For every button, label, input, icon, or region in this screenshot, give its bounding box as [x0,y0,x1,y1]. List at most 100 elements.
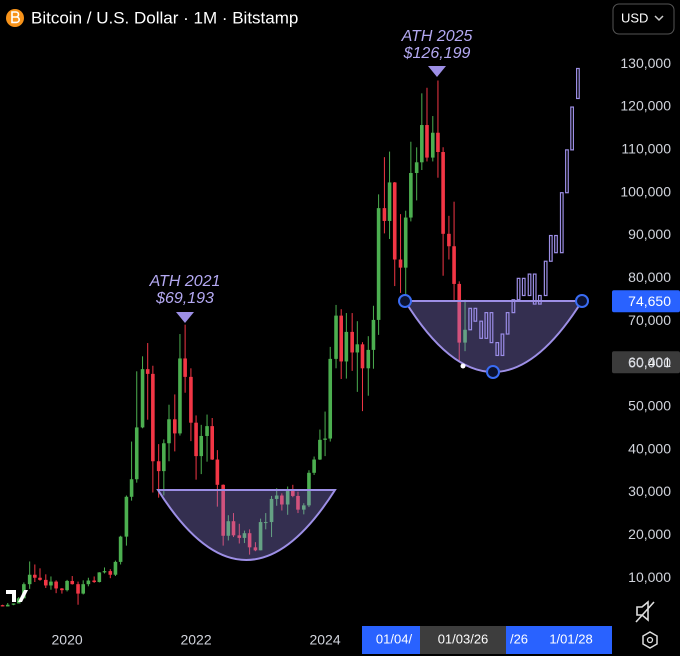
candle-body [382,208,387,221]
caret [654,15,664,22]
candles [0,67,580,607]
candle-body [269,498,274,523]
candle-body [425,125,429,158]
candle-body [5,604,10,607]
candle-body [366,349,371,369]
currency[interactable]: USD [621,10,648,25]
y-tick-label: 50,000 [628,398,671,414]
candle-body [11,603,16,605]
candle-body [360,344,365,369]
coin-icon [6,9,24,27]
candle-body [205,426,209,436]
annotation: $69,193 [155,290,214,307]
candle-body [398,259,403,268]
candle-body [237,535,242,538]
y-tick-label: 10,000 [628,569,671,585]
chart-title: Bitcoin / U.S. Dollar · 1M · Bitstamp [31,8,298,27]
candle-body [441,152,445,234]
candle-body [376,208,381,320]
projection-bar [548,234,553,262]
candle-body [97,572,102,583]
y-tick-label: 120,000 [620,98,671,114]
time-label: 01/03/26 [438,631,489,646]
projection-bar [505,312,510,335]
ath-marker [176,312,194,323]
projection-bar [473,307,478,322]
projection-bar [521,277,526,297]
candle-body [334,315,338,359]
candle-body [38,577,42,580]
candle-body [291,490,295,496]
y-tick-label: 70,000 [628,312,671,328]
projection-bar [537,294,542,305]
projection-bar [554,234,558,254]
candle-body [371,319,376,350]
projection-bar [495,342,500,357]
candle-body [328,358,333,439]
settings-icon[interactable] [642,631,658,649]
projection-bar [543,260,548,297]
candle-body [420,125,424,163]
candle-body [86,580,91,585]
candle-body [274,495,279,499]
y-tick-label: 30,000 [628,483,671,499]
time-label: 1/01/28 [549,631,592,646]
candle-body [221,484,225,536]
candle-body [92,580,96,583]
candle-body [253,547,258,551]
projection-bar [500,333,505,357]
coin-icon [11,11,20,24]
candle-body [301,505,306,510]
candle-body [76,584,80,594]
candle-body [447,233,451,247]
candle-body [118,536,123,562]
cup-2022 [156,489,337,561]
x-tick-label: 2024 [309,632,340,648]
candle-body [194,422,198,457]
projection-bar [479,320,484,339]
projection-bar [468,307,473,331]
candle-body [226,521,231,536]
candle-body [323,438,327,440]
ath-marker [428,66,446,77]
candle-body [285,490,290,505]
candle-body [60,588,64,591]
settings-icon [646,636,654,644]
projection-bar [527,273,532,297]
currency-select[interactable] [612,3,675,35]
price-badge [612,290,680,313]
x-tick-label: 2020 [52,632,83,648]
projection-bar [576,67,580,100]
candle-body [215,459,220,485]
candle-body [102,571,107,573]
projection-bar [516,277,521,301]
candle-body [129,479,134,497]
candle-body [43,579,48,586]
candle-body [65,580,69,591]
mute-icon[interactable] [635,600,655,623]
candle-body [355,344,360,353]
candle-body [296,495,300,510]
candle-body [151,373,155,462]
projection-bar [489,312,494,344]
price-badge-label: 74,650 [628,293,671,309]
candle-body [312,459,316,473]
projection-bar [565,149,569,194]
candle-body [247,533,252,548]
logo [6,590,28,602]
handle[interactable] [486,365,500,379]
candle-body [199,435,204,457]
time-label: 01/04/ [376,631,413,646]
y-tick-label: 90,000 [628,226,671,242]
candle-body [414,162,419,174]
price-badges: 74,650 60,401 [612,290,680,374]
handle[interactable] [575,294,589,308]
candle-body [113,561,118,575]
candle-body [81,584,86,594]
projection-bar [511,299,516,314]
x-tick-label: 2022 [180,632,211,648]
handle[interactable] [398,294,412,308]
annotation: ATH 2021 [149,273,221,290]
candle-body [183,358,187,377]
